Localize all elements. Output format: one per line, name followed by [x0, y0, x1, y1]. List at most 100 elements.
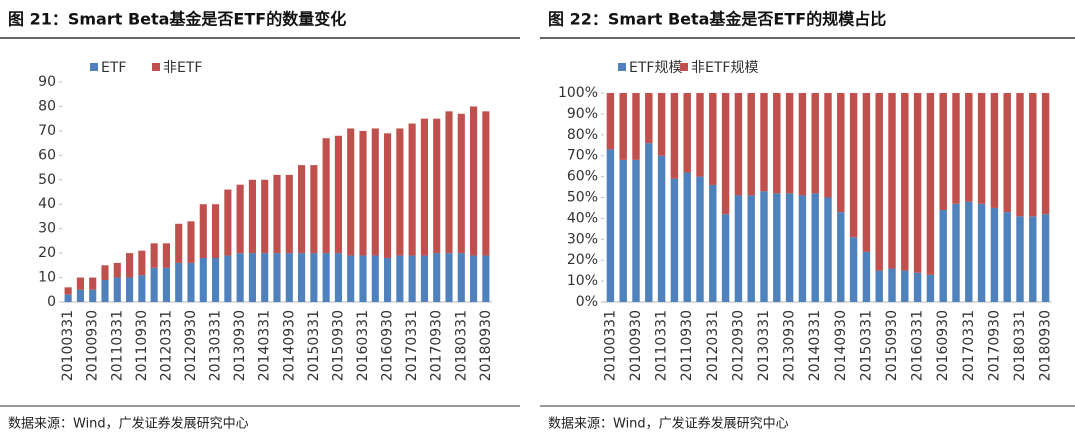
bar: [261, 179, 269, 254]
x-tick-label: 20130930: [782, 310, 798, 381]
x-tick-label: 20150331: [306, 310, 322, 381]
bar: [224, 189, 232, 256]
bar: [926, 274, 935, 302]
x-tick-label: 20150331: [858, 310, 874, 381]
bar: [875, 93, 883, 271]
x-tick-label: 20140331: [257, 310, 273, 381]
bar: [632, 93, 640, 160]
x-tick-label: 20120331: [158, 310, 174, 381]
x-tick-label: 20180930: [1038, 310, 1054, 381]
bar: [408, 255, 416, 302]
legend-label: 非ETF规模: [691, 60, 758, 76]
bar: [482, 255, 490, 302]
bar: [298, 253, 306, 302]
x-tick-label: 20110930: [679, 310, 695, 381]
bar: [721, 214, 730, 302]
bar: [619, 159, 627, 302]
bar: [888, 268, 896, 302]
bar: [199, 258, 207, 302]
x-tick-label: 20160930: [935, 310, 951, 381]
y-tick-label: 60%: [567, 169, 598, 185]
bar: [89, 277, 97, 290]
bar: [433, 118, 441, 254]
y-tick-label: 20%: [567, 252, 598, 268]
bar: [785, 193, 794, 302]
y-tick-label: 90: [38, 74, 56, 90]
bar: [420, 255, 428, 302]
source: 数据来源：Wind，广发证券发展研究中心: [548, 416, 789, 432]
bar: [212, 204, 220, 258]
bar: [645, 143, 653, 302]
bar: [709, 184, 717, 302]
bar: [445, 111, 453, 254]
y-tick-label: 80: [38, 98, 56, 114]
bar: [606, 149, 615, 302]
bar: [396, 255, 404, 302]
bar: [162, 267, 170, 302]
bar: [384, 133, 392, 258]
bar: [811, 93, 819, 194]
bar: [334, 253, 342, 302]
x-tick-label: 20100331: [60, 310, 76, 381]
legend-label: 非ETF: [163, 60, 202, 76]
bar: [310, 165, 318, 254]
y-tick-label: 90%: [567, 106, 598, 122]
bar: [1029, 216, 1037, 302]
bar: [670, 178, 679, 302]
bar: [837, 93, 845, 213]
bar: [990, 207, 999, 302]
bar: [224, 255, 232, 302]
bar: [1041, 214, 1050, 302]
bar: [310, 253, 318, 302]
x-tick-label: 20110331: [109, 310, 125, 381]
bar: [371, 255, 379, 302]
bar: [457, 113, 465, 254]
legend-label: ETF: [101, 60, 126, 76]
bar: [939, 93, 947, 211]
bar: [470, 255, 478, 302]
bar: [734, 195, 743, 302]
bar: [236, 184, 244, 254]
bar: [175, 262, 183, 302]
bar: [645, 93, 653, 144]
bar: [1041, 93, 1050, 215]
bar: [1003, 93, 1011, 213]
bar: [76, 277, 84, 290]
bar: [811, 193, 819, 302]
bar: [977, 93, 986, 204]
bar: [347, 128, 355, 256]
bar: [1003, 212, 1011, 302]
x-tick-label: 20160930: [380, 310, 396, 381]
bar: [798, 93, 807, 196]
bar: [760, 191, 768, 302]
bar: [101, 280, 109, 302]
bar: [785, 93, 794, 194]
bar: [113, 277, 121, 302]
bar: [273, 174, 281, 254]
bar: [798, 195, 807, 302]
x-tick-label: 20120930: [183, 310, 199, 381]
bar: [150, 243, 158, 268]
bar: [334, 135, 342, 254]
bar: [175, 223, 183, 263]
x-tick-label: 20100930: [85, 310, 101, 381]
x-tick-label: 20180930: [478, 310, 494, 381]
bar: [126, 253, 134, 278]
x-tick-label: 20170331: [404, 310, 420, 381]
bar: [824, 93, 832, 198]
legend-label: ETF规模: [629, 60, 682, 76]
y-tick-label: 50: [38, 172, 56, 188]
bar: [862, 251, 871, 302]
bar: [619, 93, 627, 160]
x-tick-label: 20160331: [910, 310, 926, 381]
bar: [64, 287, 72, 295]
bar: [939, 210, 947, 302]
bar: [965, 201, 973, 302]
bar: [837, 212, 845, 302]
legend-swatch: [618, 63, 626, 71]
bar: [747, 93, 755, 196]
bar: [64, 294, 72, 302]
legend-swatch: [680, 63, 688, 71]
chart-title: 图 21：Smart Beta基金是否ETF的数量变化: [8, 10, 346, 29]
bar: [926, 93, 935, 275]
